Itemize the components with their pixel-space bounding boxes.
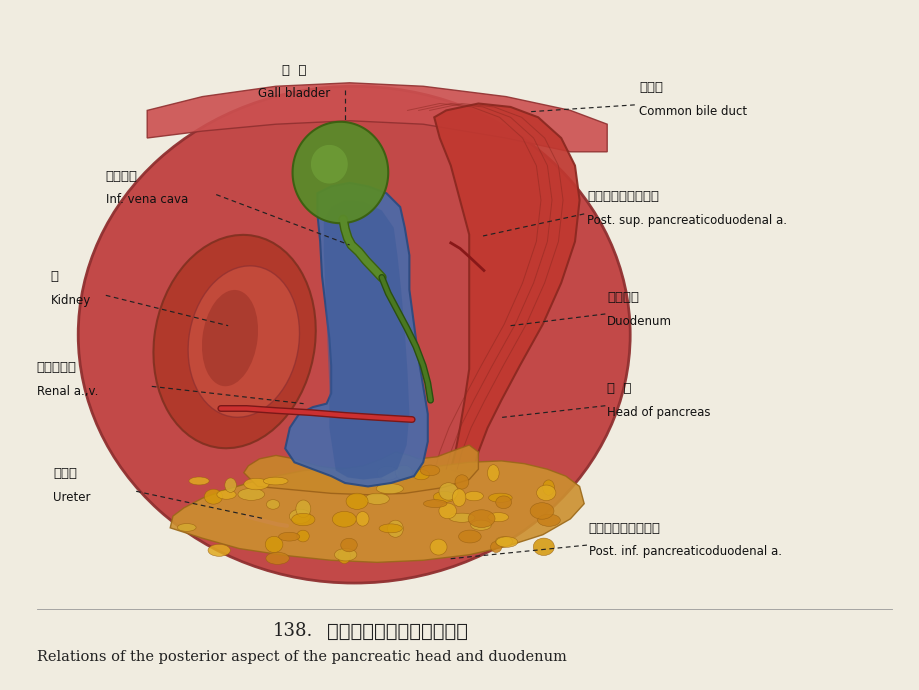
Ellipse shape xyxy=(217,490,236,500)
Ellipse shape xyxy=(297,530,309,542)
Polygon shape xyxy=(170,461,584,562)
Ellipse shape xyxy=(464,491,482,501)
Ellipse shape xyxy=(438,503,456,519)
Ellipse shape xyxy=(494,537,512,546)
Text: 胆  囊: 胆 囊 xyxy=(282,64,306,77)
Ellipse shape xyxy=(487,513,508,522)
Text: Common bile duct: Common bile duct xyxy=(639,105,747,118)
Ellipse shape xyxy=(204,489,222,504)
Polygon shape xyxy=(244,445,478,495)
Polygon shape xyxy=(285,183,427,486)
Text: 输尿管: 输尿管 xyxy=(53,467,77,480)
Ellipse shape xyxy=(263,477,288,485)
Ellipse shape xyxy=(376,484,403,494)
Text: Gall bladder: Gall bladder xyxy=(258,87,330,100)
Ellipse shape xyxy=(458,530,481,543)
Ellipse shape xyxy=(153,235,315,448)
Ellipse shape xyxy=(488,493,512,502)
Ellipse shape xyxy=(490,542,501,553)
Ellipse shape xyxy=(423,500,447,508)
Ellipse shape xyxy=(365,493,389,504)
Text: Ureter: Ureter xyxy=(53,491,91,504)
Ellipse shape xyxy=(495,496,511,509)
Ellipse shape xyxy=(433,491,455,502)
Ellipse shape xyxy=(208,544,230,556)
Ellipse shape xyxy=(455,475,469,489)
Ellipse shape xyxy=(387,520,403,538)
Ellipse shape xyxy=(438,483,458,500)
Ellipse shape xyxy=(413,470,429,480)
Ellipse shape xyxy=(278,532,300,541)
Ellipse shape xyxy=(468,510,494,527)
Text: 胆总管: 胆总管 xyxy=(639,81,663,94)
Text: Head of pancreas: Head of pancreas xyxy=(607,406,710,419)
Text: 胰  头: 胰 头 xyxy=(607,382,631,395)
Polygon shape xyxy=(147,83,607,152)
Text: 胰十二指肠上后动脉: 胰十二指肠上后动脉 xyxy=(586,190,658,203)
Ellipse shape xyxy=(536,485,555,500)
Ellipse shape xyxy=(429,539,447,555)
Ellipse shape xyxy=(542,480,554,495)
Ellipse shape xyxy=(537,514,560,526)
Text: 胰头和十二指肠后面的毗邻: 胰头和十二指肠后面的毗邻 xyxy=(326,622,467,641)
Ellipse shape xyxy=(335,549,357,561)
Ellipse shape xyxy=(296,500,311,518)
Ellipse shape xyxy=(420,465,439,475)
Ellipse shape xyxy=(244,478,269,490)
Polygon shape xyxy=(311,145,347,184)
Text: Post. inf. pancreaticoduodenal a.: Post. inf. pancreaticoduodenal a. xyxy=(588,545,781,558)
Ellipse shape xyxy=(395,465,412,480)
Ellipse shape xyxy=(78,86,630,583)
Ellipse shape xyxy=(238,489,265,500)
Ellipse shape xyxy=(377,466,398,480)
Text: 肾: 肾 xyxy=(51,270,59,283)
Ellipse shape xyxy=(289,509,311,524)
Text: 胰十二指肠下后动脉: 胰十二指肠下后动脉 xyxy=(588,522,660,535)
Ellipse shape xyxy=(337,549,350,564)
Ellipse shape xyxy=(177,524,196,531)
Text: Relations of the posterior aspect of the pancreatic head and duodenum: Relations of the posterior aspect of the… xyxy=(37,650,566,664)
Ellipse shape xyxy=(201,290,258,386)
Ellipse shape xyxy=(346,493,368,509)
Ellipse shape xyxy=(332,511,356,527)
Ellipse shape xyxy=(340,538,357,552)
Ellipse shape xyxy=(529,503,553,519)
Ellipse shape xyxy=(452,489,465,506)
Text: 下腔静脉: 下腔静脉 xyxy=(106,170,138,183)
Text: Duodenum: Duodenum xyxy=(607,315,672,328)
Ellipse shape xyxy=(356,511,369,526)
Ellipse shape xyxy=(379,524,402,533)
Text: Post. sup. pancreaticoduodenal a.: Post. sup. pancreaticoduodenal a. xyxy=(586,214,786,227)
Text: 138.: 138. xyxy=(272,622,312,640)
Text: Renal a.,v.: Renal a.,v. xyxy=(37,385,98,398)
Text: Kidney: Kidney xyxy=(51,294,91,307)
Ellipse shape xyxy=(187,266,300,417)
Ellipse shape xyxy=(495,537,517,547)
Ellipse shape xyxy=(265,536,282,553)
Ellipse shape xyxy=(291,513,314,526)
Ellipse shape xyxy=(224,478,236,493)
Ellipse shape xyxy=(533,538,554,555)
Polygon shape xyxy=(323,200,409,480)
Text: Inf. vena cava: Inf. vena cava xyxy=(106,193,187,206)
Polygon shape xyxy=(292,122,388,223)
Ellipse shape xyxy=(471,520,491,531)
Ellipse shape xyxy=(188,477,209,485)
Ellipse shape xyxy=(487,464,499,482)
Text: 十二指肠: 十二指肠 xyxy=(607,290,639,304)
Text: 肾动、静脉: 肾动、静脉 xyxy=(37,361,76,374)
Ellipse shape xyxy=(266,552,289,564)
Polygon shape xyxy=(434,104,579,473)
Ellipse shape xyxy=(267,500,279,509)
Ellipse shape xyxy=(448,513,474,522)
